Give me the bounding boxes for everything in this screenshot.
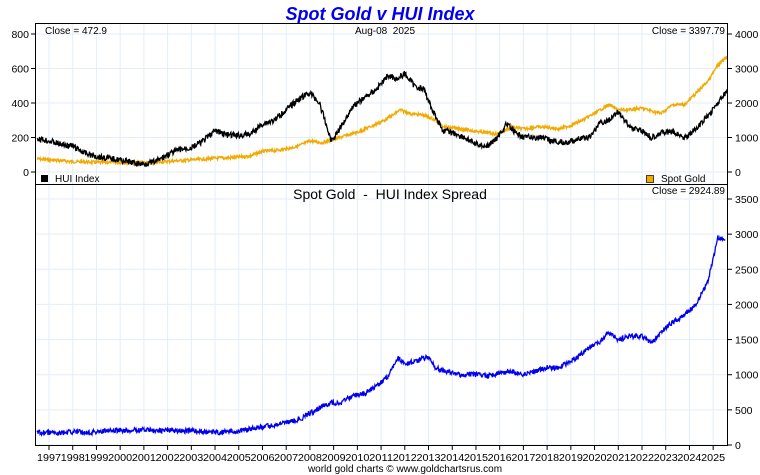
year-axis-tick-label: 1997 xyxy=(37,453,61,464)
year-axis-tick-label: 2003 xyxy=(179,453,203,464)
spread-axis-tick-label: 500 xyxy=(735,405,753,417)
year-axis-tick-label: 2008 xyxy=(298,453,322,464)
top-panel-grid xyxy=(36,24,727,184)
gold-series-line xyxy=(37,56,727,164)
year-axis-tick-label: 1998 xyxy=(61,453,85,464)
year-axis-tick-label: 2012 xyxy=(393,453,417,464)
year-axis-tick-label: 2010 xyxy=(345,453,369,464)
gold-series-group xyxy=(37,56,727,164)
gold-axis: 0 1000 2000 3000 4000 xyxy=(727,29,759,179)
year-axis-tick-label: 2011 xyxy=(369,453,393,464)
year-axis-tick-label: 2022 xyxy=(630,453,654,464)
hui-axis-tick-label: 800 xyxy=(11,29,29,41)
hui-series-group xyxy=(37,71,727,166)
bottom-panel-grid xyxy=(36,185,727,445)
hui-axis-tick-label: 400 xyxy=(11,98,29,110)
hui-axis: 0 200 400 600 800 xyxy=(11,29,36,179)
date-label: Aug-08 2025 xyxy=(355,26,415,37)
year-axis-tick-label: 2002 xyxy=(156,453,180,464)
gold-close-label: Close = 3397.79 xyxy=(652,26,726,37)
spread-axis-tick-label: 3500 xyxy=(735,194,759,206)
spread-axis: 0 500 1000 1500 2000 2500 3000 3500 xyxy=(727,194,759,452)
year-axis-tick-label: 2025 xyxy=(701,453,725,464)
year-axis-tick-label: 2009 xyxy=(322,453,346,464)
hui-axis-tick-label: 600 xyxy=(11,64,29,76)
year-axis-tick-label: 2017 xyxy=(511,453,535,464)
spread-axis-tick-label: 2000 xyxy=(735,299,759,311)
gold-axis-tick-label: 0 xyxy=(735,167,741,179)
spread-axis-tick-label: 2500 xyxy=(735,264,759,276)
year-axis-tick-label: 2007 xyxy=(274,453,298,464)
gold-axis-tick-label: 2000 xyxy=(735,98,759,110)
spread-axis-tick-label: 3000 xyxy=(735,229,759,241)
year-axis-tick-label: 1999 xyxy=(84,453,108,464)
footer-credit: world gold charts © www.goldchartsrus.co… xyxy=(307,464,502,475)
year-axis-tick-label: 2000 xyxy=(108,453,132,464)
chart-title: Spot Gold v HUI Index xyxy=(285,4,475,24)
year-axis-tick-label: 2006 xyxy=(250,453,274,464)
year-axis-tick-label: 2014 xyxy=(440,453,464,464)
spread-axis-tick-label: 1000 xyxy=(735,370,759,382)
year-axis-tick-label: 2024 xyxy=(677,453,701,464)
spread-axis-tick-label: 1500 xyxy=(735,335,759,347)
hui-close-label: Close = 472.9 xyxy=(45,26,107,37)
gold-axis-tick-label: 1000 xyxy=(735,133,759,145)
year-axis-tick-label: 2023 xyxy=(654,453,678,464)
year-axis-tick-label: 2016 xyxy=(488,453,512,464)
gold-legend-label: Spot Gold xyxy=(661,174,705,185)
gold-axis-tick-label: 3000 xyxy=(735,64,759,76)
year-axis-tick-label: 2005 xyxy=(227,453,251,464)
hui-series-line xyxy=(37,71,727,166)
year-axis-tick-label: 2018 xyxy=(535,453,559,464)
year-axis-tick-label: 2019 xyxy=(559,453,583,464)
year-axis: 1997 1998 1999 2000 2001 2002 2003 2004 2005 2006… xyxy=(37,445,726,464)
year-axis-tick-label: 2013 xyxy=(417,453,441,464)
spread-close-label: Close = 2924.89 xyxy=(652,186,726,197)
hui-legend-swatch xyxy=(41,175,48,182)
year-axis-tick-label: 2021 xyxy=(606,453,630,464)
gold-axis-tick-label: 4000 xyxy=(735,29,759,41)
year-axis-tick-label: 2015 xyxy=(464,453,488,464)
hui-legend-label: HUI Index xyxy=(55,174,99,185)
year-axis-tick-label: 2020 xyxy=(583,453,607,464)
year-axis-tick-label: 2001 xyxy=(132,453,156,464)
hui-axis-tick-label: 200 xyxy=(11,133,29,145)
spread-title: Spot Gold - HUI Index Spread xyxy=(293,186,487,202)
year-axis-tick-label: 2004 xyxy=(203,453,227,464)
hui-axis-tick-label: 0 xyxy=(23,167,29,179)
gold-legend-swatch xyxy=(647,176,654,183)
spread-axis-tick-label: 0 xyxy=(735,440,741,452)
